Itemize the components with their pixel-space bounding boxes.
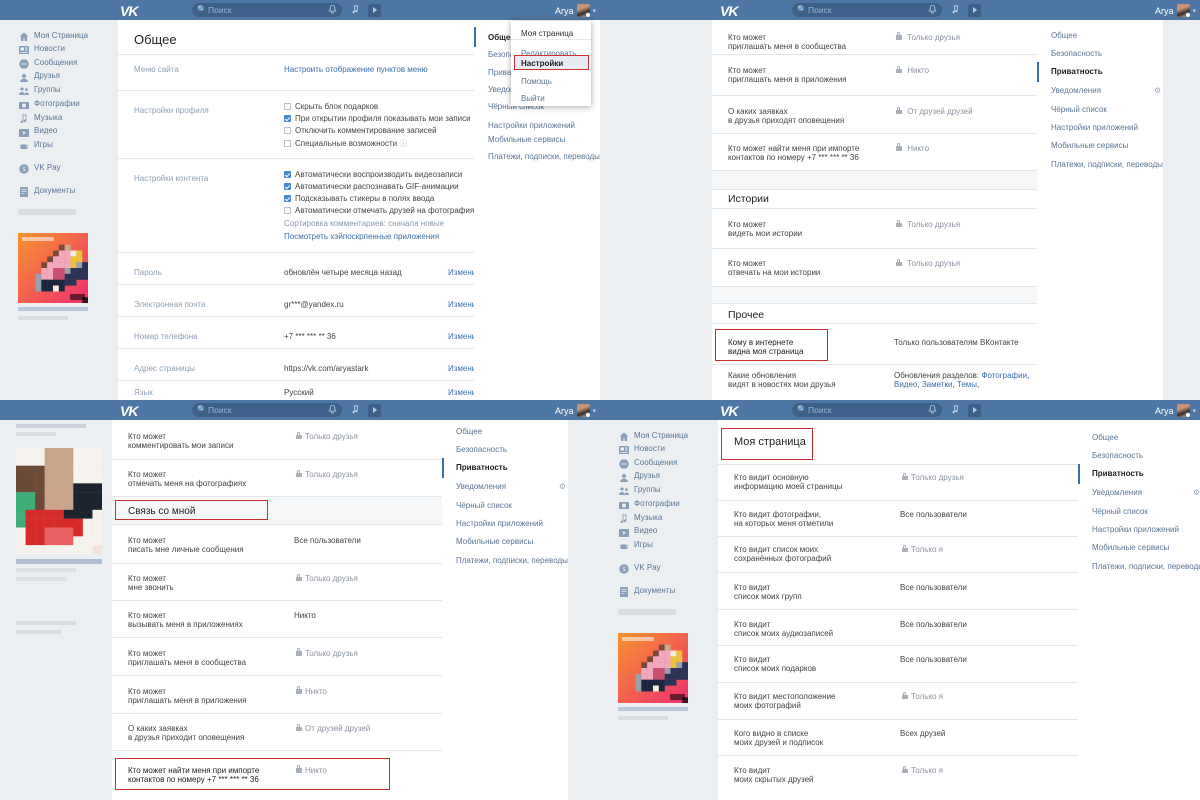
svg-text:$: $ <box>22 167 25 173</box>
svg-text:$: $ <box>622 567 625 573</box>
